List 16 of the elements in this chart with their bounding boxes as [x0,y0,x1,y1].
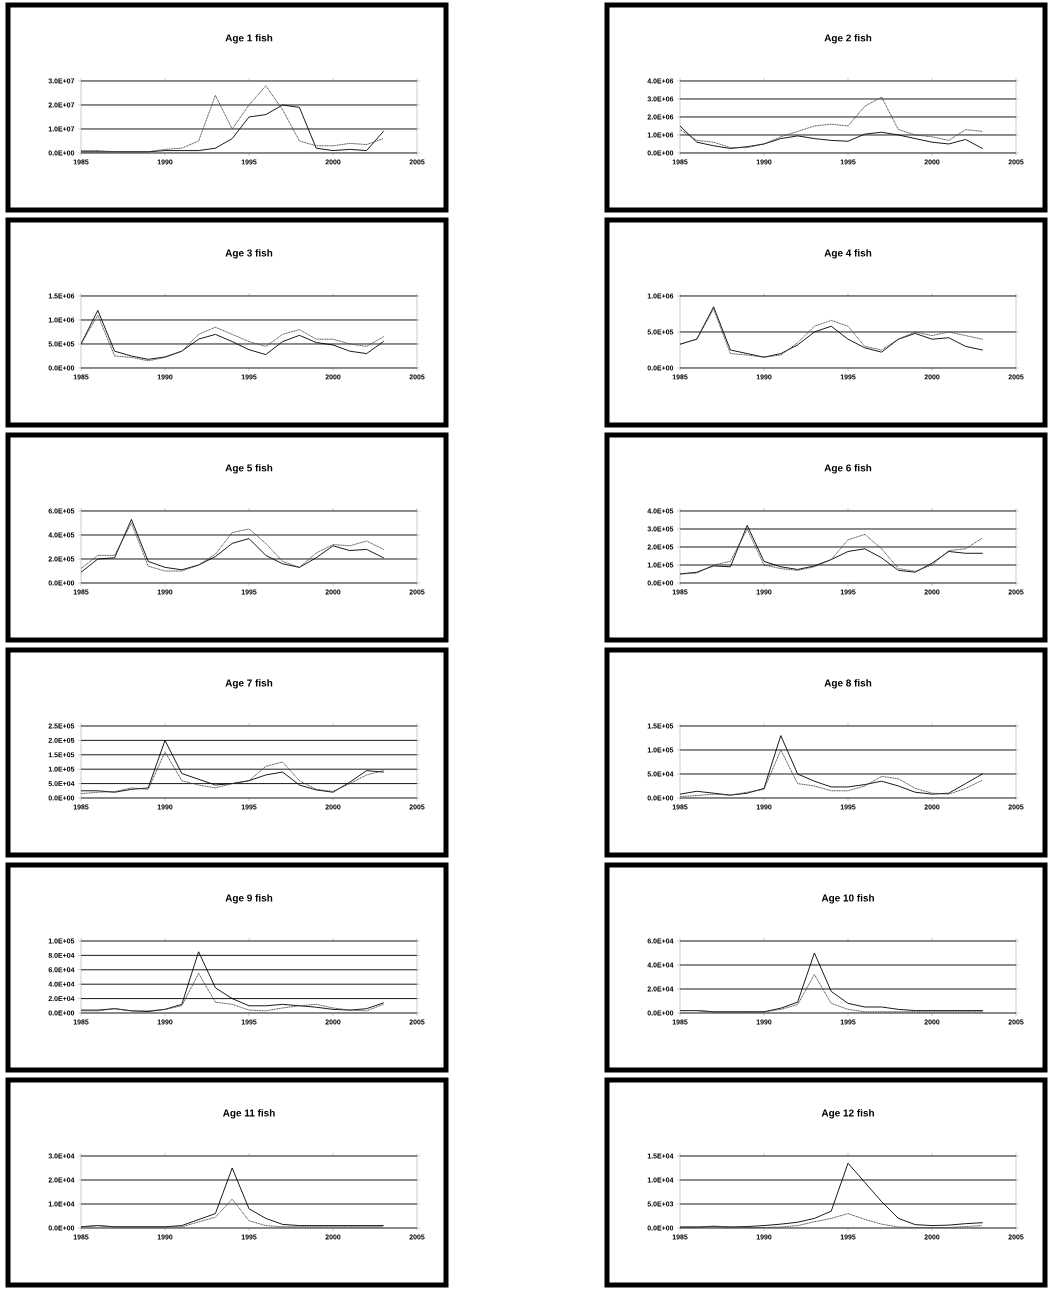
chart-title: Age 1 fish [225,34,273,44]
line-series [81,972,384,1012]
chart-title: Age 5 fish [225,464,273,474]
chart-title: Age 11 fish [222,1109,275,1119]
chart-title: Age 2 fish [824,34,872,44]
line-series [680,749,983,797]
chart-title: Age 9 fish [225,894,273,904]
chart-title: Age 3 fish [225,249,273,259]
chart-title: Age 6 fish [824,464,872,474]
chart-title: Age 10 fish [821,894,874,904]
chart-title: Age 12 fish [821,1109,874,1119]
chart-title: Age 4 fish [824,249,872,259]
chart-title: Age 7 fish [225,679,273,689]
line-series [81,751,384,795]
line-series [680,96,983,149]
chart-title: Age 8 fish [824,679,872,689]
